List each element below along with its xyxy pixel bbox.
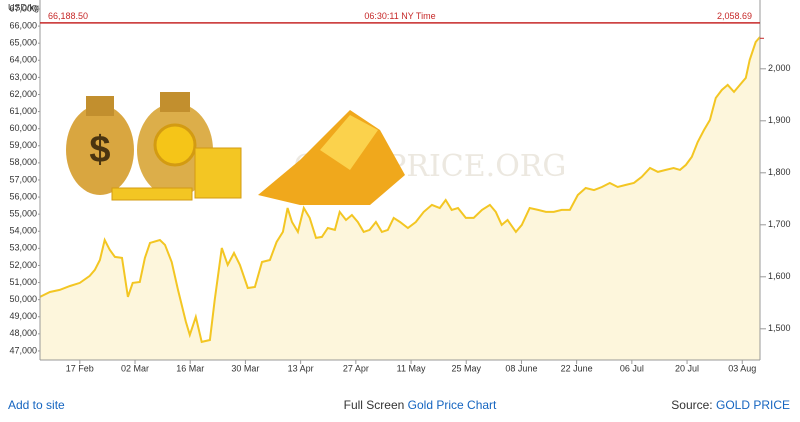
y-tick-label: 67,000 (9, 3, 37, 13)
y-tick-label: 53,000 (9, 243, 37, 253)
y-axis-label: USD/kg (8, 2, 39, 12)
svg-text:$: $ (89, 129, 110, 171)
x-tick-label: 20 Jul (675, 363, 699, 373)
source-label: Source: (671, 398, 712, 412)
footer-link[interactable]: Full Screen Gold Price Chart (344, 398, 497, 412)
x-tick-label: 22 June (561, 363, 593, 373)
y-tick-label: 57,000 (9, 174, 37, 184)
price-label: 66,188.50 (48, 11, 88, 21)
add-to-site[interactable]: Add to site (8, 398, 65, 412)
y2-tick-label: 1,700 (768, 219, 791, 229)
y-tick-label: 48,000 (9, 328, 37, 338)
y-tick-label: 61,000 (9, 106, 37, 116)
source-link: GOLD PRICE (716, 398, 790, 412)
y-tick-label: 62,000 (9, 89, 37, 99)
y-tick-label: 56,000 (9, 191, 37, 201)
x-tick-label: 30 Mar (231, 363, 259, 373)
x-tick-label: 06 Jul (620, 363, 644, 373)
x-tick-label: 11 May (397, 363, 426, 373)
chart-link: Gold Price Chart (408, 398, 497, 412)
y-tick-label: 58,000 (9, 157, 37, 167)
x-tick-label: 03 Aug (728, 363, 756, 373)
y-tick-label: 63,000 (9, 72, 37, 82)
y-tick-label: 54,000 (9, 226, 37, 236)
y2-tick-label: 2,000 (768, 63, 791, 73)
y-tick-label: 64,000 (9, 55, 37, 65)
x-tick-label: 25 May (451, 363, 481, 373)
y-tick-label: 65,000 (9, 38, 37, 48)
y2-tick-label: 1,800 (768, 167, 791, 177)
x-tick-label: 17 Feb (66, 363, 94, 373)
y-tick-label: 50,000 (9, 294, 37, 304)
x-tick-label: 13 Apr (288, 363, 314, 373)
area (40, 37, 760, 360)
y-tick-label: 51,000 (9, 277, 37, 287)
y2-tick-label: 1,500 (768, 323, 791, 333)
source: Source: GOLD PRICE (671, 398, 790, 412)
y-tick-label: 66,000 (9, 20, 37, 30)
full-screen: Full Screen (344, 398, 405, 412)
y-tick-label: 55,000 (9, 209, 37, 219)
y-tick-label: 52,000 (9, 260, 37, 270)
illustration: $ (66, 92, 405, 205)
y2-tick-label: 1,900 (768, 115, 791, 125)
y-tick-label: 49,000 (9, 311, 37, 321)
x-tick-label: 27 Apr (343, 363, 369, 373)
y-tick-label: 60,000 (9, 123, 37, 133)
price-oz-label: 2,058.69 (717, 11, 752, 21)
line (39, 36, 761, 344)
x-tick-label: 08 June (505, 363, 537, 373)
y-tick-label: 47,000 (9, 345, 37, 355)
x-tick-label: 16 Mar (176, 363, 204, 373)
y2-tick-label: 1,600 (768, 271, 791, 281)
time-label: 06:30:11 NY Time (364, 11, 435, 21)
x-tick-label: 02 Mar (121, 363, 149, 373)
y-tick-label: 59,000 (9, 140, 37, 150)
